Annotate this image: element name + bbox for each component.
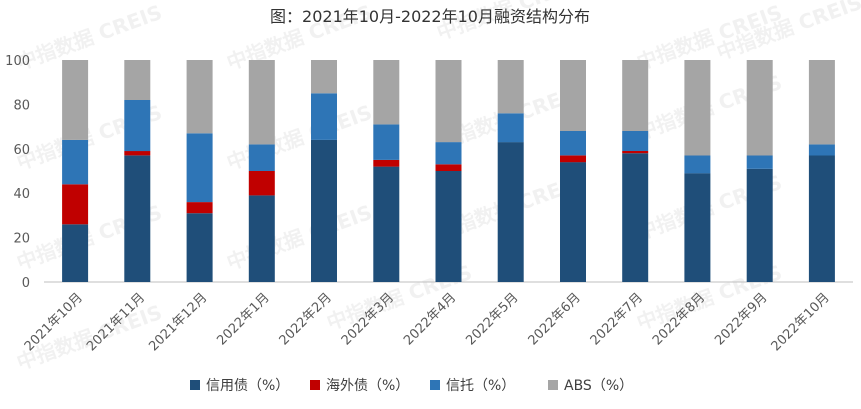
bar-segment-2 (186, 202, 213, 214)
bar-segment-2 (124, 151, 151, 156)
y-tick-label: 80 (13, 98, 30, 113)
x-tick-label: 2022年1月 (214, 290, 272, 348)
bar-segment-4 (62, 60, 89, 140)
bar-segment-3 (435, 142, 462, 165)
bar-segment-1 (684, 173, 711, 282)
watermark-text: 中指数据 CREIS (224, 100, 376, 175)
bar-segment-4 (808, 60, 835, 145)
bar-segment-1 (435, 171, 462, 282)
bar-segment-4 (248, 60, 275, 145)
bar-segment-3 (311, 93, 337, 140)
bar-segment-2 (560, 155, 586, 163)
x-tick-label: 2022年5月 (463, 290, 521, 348)
bar-segment-3 (746, 155, 773, 169)
x-tick-label: 2022年10月 (769, 290, 833, 354)
bar-segment-3 (124, 100, 151, 152)
bar-segment-1 (124, 155, 151, 282)
bar-segment-3 (62, 139, 89, 185)
y-tick-label: 20 (13, 232, 30, 247)
bar-segment-3 (622, 131, 649, 151)
bar-segment-2 (622, 151, 649, 154)
legend-label: ABS（%） (564, 378, 633, 394)
bar-segment-1 (746, 168, 773, 282)
legend-swatch (190, 380, 200, 390)
bar-segment-1 (62, 224, 89, 282)
bar-segment-3 (808, 144, 835, 156)
watermark-text: 中指数据 CREIS (224, 200, 376, 275)
bar-segment-3 (497, 113, 524, 143)
bar-segment-4 (497, 60, 524, 114)
bar-segment-1 (808, 155, 835, 282)
legend-label: 海外债（%） (326, 378, 409, 394)
bar-segment-2 (62, 184, 89, 225)
bar-segment-4 (435, 60, 462, 143)
bar-segment-3 (186, 133, 213, 203)
bar-segment-4 (684, 60, 711, 156)
y-tick-label: 60 (13, 143, 30, 158)
bar-segment-4 (373, 60, 400, 125)
y-tick-label: 0 (22, 276, 30, 291)
chart-title: 图：2021年10月-2022年10月融资结构分布 (270, 7, 590, 26)
legend-swatch (548, 380, 558, 390)
x-tick-label: 2022年6月 (526, 290, 584, 348)
bars-group (62, 60, 835, 282)
legend-swatch (310, 380, 320, 390)
bar-segment-4 (124, 60, 151, 100)
bar-segment-1 (560, 162, 586, 282)
bar-segment-4 (746, 60, 773, 156)
bar-segment-3 (684, 155, 711, 174)
legend-label: 信托（%） (446, 378, 515, 394)
bar-segment-2 (373, 159, 400, 167)
legend-swatch (430, 380, 440, 390)
bar-segment-1 (497, 142, 524, 282)
bar-segment-1 (373, 166, 400, 282)
bar-segment-4 (186, 60, 213, 134)
bar-segment-2 (248, 171, 275, 196)
bar-segment-3 (560, 131, 586, 156)
bar-segment-4 (560, 60, 586, 131)
y-tick-label: 100 (5, 54, 30, 69)
bar-segment-1 (248, 195, 275, 282)
bar-segment-1 (186, 213, 213, 282)
bar-segment-3 (373, 124, 400, 160)
legend: 信用债（%） 海外债（%） 信托（%） ABS（%） (190, 378, 633, 394)
bar-segment-1 (622, 153, 649, 282)
bar-segment-1 (311, 139, 337, 282)
bar-segment-3 (248, 144, 275, 171)
y-axis: 0 20 40 60 80 100 (5, 54, 30, 291)
legend-label: 信用债（%） (206, 378, 289, 394)
bar-segment-4 (622, 60, 649, 131)
y-tick-label: 40 (13, 187, 30, 202)
bar-segment-2 (435, 164, 462, 171)
bar-segment-4 (311, 60, 337, 94)
